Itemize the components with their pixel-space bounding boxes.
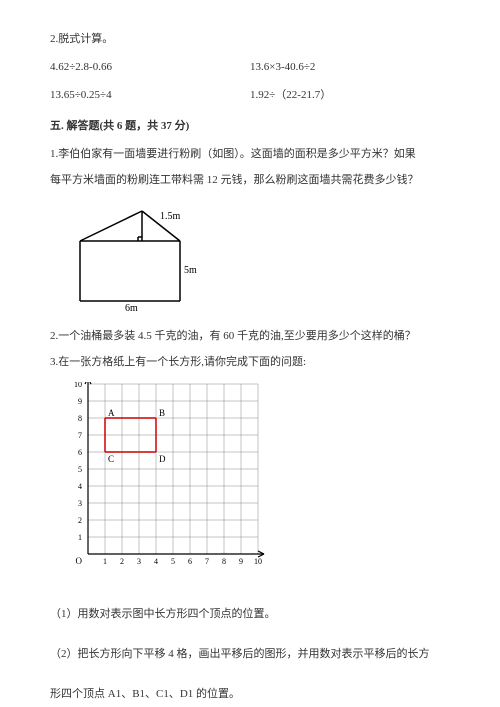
svg-text:4: 4: [78, 482, 82, 491]
svg-text:D: D: [159, 454, 166, 464]
svg-text:6m: 6m: [125, 303, 138, 313]
calc-0-left: 4.62÷2.8-0.66: [50, 58, 250, 78]
calc-1-right: 1.92÷（22-21.7）: [250, 86, 450, 106]
svg-text:9: 9: [78, 397, 82, 406]
svg-text:6: 6: [188, 557, 192, 566]
svg-text:5: 5: [171, 557, 175, 566]
svg-text:7: 7: [205, 557, 209, 566]
svg-text:B: B: [159, 408, 165, 418]
p3-text: 3.在一张方格纸上有一个长方形,请你完成下面的问题:: [50, 353, 450, 373]
svg-text:8: 8: [78, 414, 82, 423]
svg-text:1: 1: [78, 533, 82, 542]
p1-line2: 每平方米墙面的粉刷连工带料需 12 元钱，那么粉刷这面墙共需花费多少钱？: [50, 171, 450, 191]
svg-text:9: 9: [239, 557, 243, 566]
p3-sub1: （1）用数对表示图中长方形四个顶点的位置。: [50, 605, 450, 625]
svg-text:O: O: [76, 556, 83, 566]
svg-text:3: 3: [137, 557, 141, 566]
svg-text:10: 10: [74, 382, 82, 389]
svg-text:10: 10: [254, 557, 262, 566]
svg-text:7: 7: [78, 431, 82, 440]
p3-grid: 1 1 2 2 3 3 4 4 5 5 6 6 7 7 8 8 9 9 10 10 O A B C D: [70, 382, 450, 577]
svg-text:1.5m: 1.5m: [160, 211, 181, 222]
svg-text:6: 6: [78, 448, 82, 457]
svg-text:3: 3: [78, 499, 82, 508]
calc-title: 2.脱式计算。: [50, 30, 450, 50]
calc-row-1: 13.65÷0.25÷4 1.92÷（22-21.7）: [50, 86, 450, 106]
p1-line1: 1.李伯伯家有一面墙要进行粉刷（如图）。这面墙的面积是多少平方米？如果: [50, 145, 450, 165]
svg-text:8: 8: [222, 557, 226, 566]
svg-text:5: 5: [78, 465, 82, 474]
calc-row-0: 4.62÷2.8-0.66 13.6×3-40.6÷2: [50, 58, 450, 78]
svg-text:A: A: [108, 408, 115, 418]
section5-heading: 五. 解答题(共 6 题，共 37 分): [50, 117, 450, 137]
svg-text:2: 2: [120, 557, 124, 566]
svg-text:5m: 5m: [184, 265, 197, 276]
p3-sub2: （2）把长方形向下平移 4 格，画出平移后的图形，并用数对表示平移后的长方: [50, 645, 450, 665]
calc-1-left: 13.65÷0.25÷4: [50, 86, 250, 106]
p3-sub3: 形四个顶点 A1、B1、C1、D1 的位置。: [50, 685, 450, 705]
svg-text:1: 1: [103, 557, 107, 566]
p2-text: 2.一个油桶最多装 4.5 千克的油，有 60 千克的油,至少要用多少个这样的桶…: [50, 327, 450, 347]
svg-text:4: 4: [154, 557, 158, 566]
p1-figure: 1.5m 5m 6m: [70, 201, 450, 313]
svg-text:C: C: [108, 454, 114, 464]
calc-0-right: 13.6×3-40.6÷2: [250, 58, 450, 78]
svg-text:2: 2: [78, 516, 82, 525]
